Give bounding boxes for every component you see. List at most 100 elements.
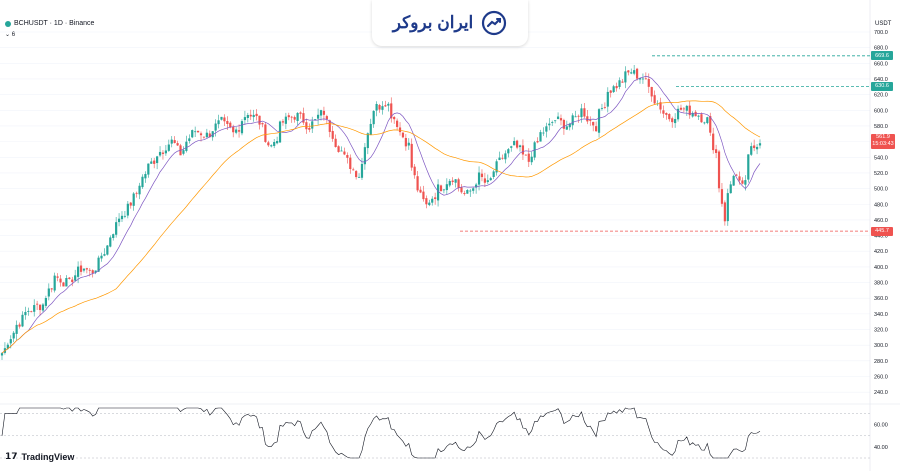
candle-body [369, 123, 372, 135]
candle-body [115, 222, 118, 235]
price-tick-label: 300.0 [874, 343, 888, 349]
candle-body [401, 132, 405, 138]
candle-body [384, 105, 387, 107]
price-tick-label: 260.0 [874, 375, 888, 381]
candle-body [372, 110, 375, 125]
candle-body [243, 117, 247, 121]
candle-body [638, 78, 642, 80]
candle-body [47, 288, 50, 297]
oscillator-tick-label: 60.00 [874, 423, 888, 429]
price-tick-label: 700.0 [874, 30, 888, 36]
candle-body [100, 255, 103, 259]
candle-body [194, 131, 197, 133]
candle-body [196, 130, 200, 133]
candle-body [211, 131, 214, 138]
candle-body [650, 86, 653, 97]
candle-body [554, 120, 557, 122]
candle-body [167, 144, 170, 151]
price-tick-label: 640.0 [874, 77, 888, 83]
candle-body [395, 120, 399, 127]
candle-body [319, 110, 323, 116]
candle-body [647, 79, 650, 87]
candle-body [697, 115, 700, 117]
candle-body [545, 126, 548, 132]
candle-body [753, 145, 756, 149]
candle-body [674, 119, 677, 124]
candle-body [270, 145, 273, 147]
candle-body [735, 174, 738, 176]
candle-body [457, 179, 460, 189]
candle-body [232, 126, 235, 133]
candle-body [302, 113, 305, 123]
candle-body [334, 138, 337, 147]
candle-body [164, 150, 167, 154]
candle-body [363, 147, 367, 165]
oscillator-line [1, 407, 761, 459]
candle-body [480, 173, 484, 178]
symbol-legend[interactable]: BCHUSDT · 1D · Binance [5, 20, 94, 27]
symbol-line: BCHUSDT · 1D · Binance [14, 20, 95, 27]
tradingview-brand[interactable]: 𝟭𝟳 TradingView [5, 451, 74, 462]
candle-body [726, 193, 729, 222]
candle-body [527, 153, 530, 162]
moving-averages [1, 75, 761, 354]
candle-body [416, 176, 419, 191]
candle-body [609, 90, 612, 93]
candle-body [226, 121, 229, 124]
candle-body [235, 129, 238, 133]
candle-body [147, 163, 150, 175]
candle-body [676, 108, 680, 120]
candle-body [659, 102, 662, 110]
candle-body [150, 161, 153, 164]
candle-body [76, 266, 80, 277]
candle-body [153, 160, 156, 164]
candle-body [434, 197, 437, 199]
candle-body [132, 193, 135, 206]
candle-body [720, 189, 724, 204]
candle-body [85, 268, 88, 270]
candle-body [103, 254, 106, 256]
candle-body [419, 189, 422, 193]
candle-body [665, 112, 668, 115]
candle-body [504, 153, 507, 160]
candle-body [314, 119, 317, 120]
candle-body [109, 237, 112, 247]
candle-body [349, 157, 352, 169]
candle-body [199, 133, 203, 136]
candle-body [240, 121, 244, 134]
candle-body [445, 184, 448, 191]
candle-body [524, 154, 527, 156]
price-tick-label: 440.0 [874, 234, 888, 240]
candle-body [170, 139, 173, 144]
brand-logo-text: ایران بروکر [392, 13, 474, 32]
candle-body [30, 311, 33, 313]
candle-body [671, 118, 674, 123]
candle-body [112, 234, 115, 238]
candle-body [475, 184, 478, 188]
candle-body [747, 154, 750, 180]
candle-body [498, 157, 501, 161]
price-tick-label: 680.0 [874, 46, 888, 52]
candle-body [188, 138, 191, 141]
indicator-count: 6 [11, 32, 16, 38]
currency-label[interactable]: USDT [875, 21, 892, 27]
candle-body [220, 116, 223, 120]
candle-body [448, 180, 451, 186]
candle-body [592, 121, 595, 126]
candle-body [284, 116, 287, 124]
indicator-toggle[interactable]: ⌄ 6 [5, 31, 15, 38]
candle-body [322, 110, 326, 115]
candle-body [501, 157, 504, 159]
price-tick-label: 540.0 [874, 155, 888, 161]
candle-body [521, 145, 525, 155]
candle-body [129, 202, 132, 206]
candle-body [404, 137, 407, 147]
candle-body [267, 142, 270, 146]
candle-body [381, 106, 384, 110]
candle-body [135, 192, 138, 194]
candle-body [621, 81, 624, 83]
candle-body [9, 339, 12, 344]
candle-body [463, 193, 466, 195]
candle-body [223, 117, 226, 122]
